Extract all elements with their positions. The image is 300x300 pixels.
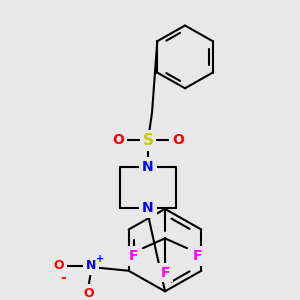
Text: O: O (83, 287, 94, 300)
Text: F: F (192, 249, 202, 263)
Text: N: N (142, 160, 154, 174)
Text: -: - (60, 271, 65, 285)
Text: N: N (142, 201, 154, 215)
Text: N: N (85, 259, 96, 272)
Text: S: S (142, 133, 154, 148)
Text: O: O (172, 133, 184, 147)
Text: F: F (160, 266, 170, 280)
Text: O: O (112, 133, 124, 147)
Text: F: F (128, 249, 138, 263)
Text: +: + (96, 254, 104, 264)
Text: O: O (53, 259, 64, 272)
